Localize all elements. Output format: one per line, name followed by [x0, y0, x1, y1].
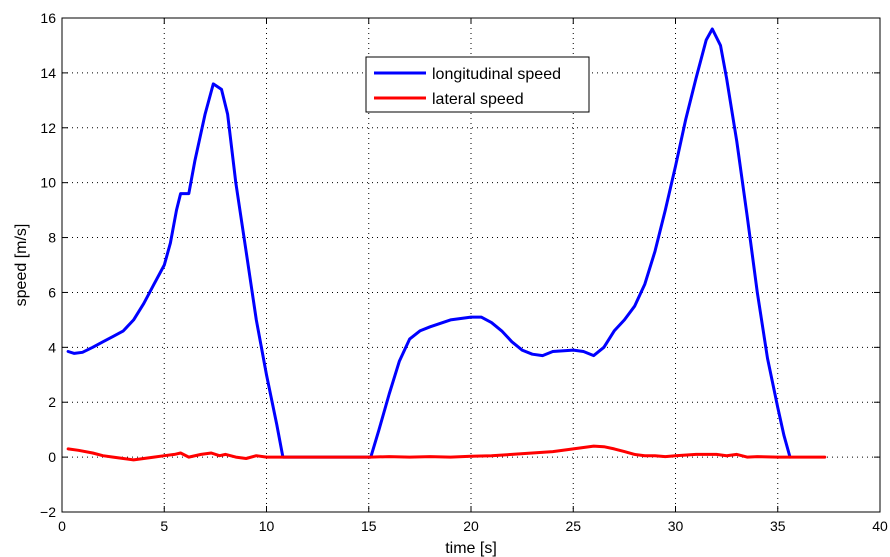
- legend-label-longitudinal: longitudinal speed: [432, 66, 561, 83]
- legend-label-lateral: lateral speed: [432, 91, 524, 108]
- x-tick-label: 15: [361, 518, 377, 534]
- y-tick-label: 0: [48, 449, 56, 465]
- x-tick-label: 20: [463, 518, 479, 534]
- tick-marks: [61, 17, 881, 513]
- y-tick-label: −2: [40, 504, 56, 520]
- x-tick-label: 25: [565, 518, 581, 534]
- y-tick-label: 6: [48, 284, 56, 300]
- x-tick-label: 40: [872, 518, 888, 534]
- y-tick-label: 8: [48, 230, 56, 246]
- series-line-longitudinal-speed: [66, 27, 792, 459]
- x-tick-label: 0: [58, 518, 66, 534]
- y-tick-label: 12: [40, 120, 56, 136]
- x-tick-label: 10: [259, 518, 275, 534]
- x-tick-labels: 0 5 10 15 20 25 30 35 40: [58, 518, 888, 534]
- series-line-lateral-speed: [66, 444, 827, 462]
- legend-box: [365, 56, 590, 113]
- series-lines: [66, 27, 827, 462]
- y-tick-label: 2: [48, 394, 56, 410]
- y-axis-label: speed [m/s]: [13, 224, 30, 307]
- y-tick-label: 10: [40, 175, 56, 191]
- x-axis-label: time [s]: [445, 540, 497, 557]
- y-tick-labels: −2 0 2 4 6 8 10 12 14 16: [40, 10, 56, 520]
- x-tick-label: 30: [668, 518, 684, 534]
- legend: longitudinal speed lateral speed: [365, 56, 590, 113]
- x-tick-label: 5: [160, 518, 168, 534]
- y-tick-label: 4: [48, 339, 56, 355]
- x-tick-label: 35: [770, 518, 786, 534]
- y-tick-label: 16: [40, 10, 56, 26]
- y-tick-label: 14: [40, 65, 56, 81]
